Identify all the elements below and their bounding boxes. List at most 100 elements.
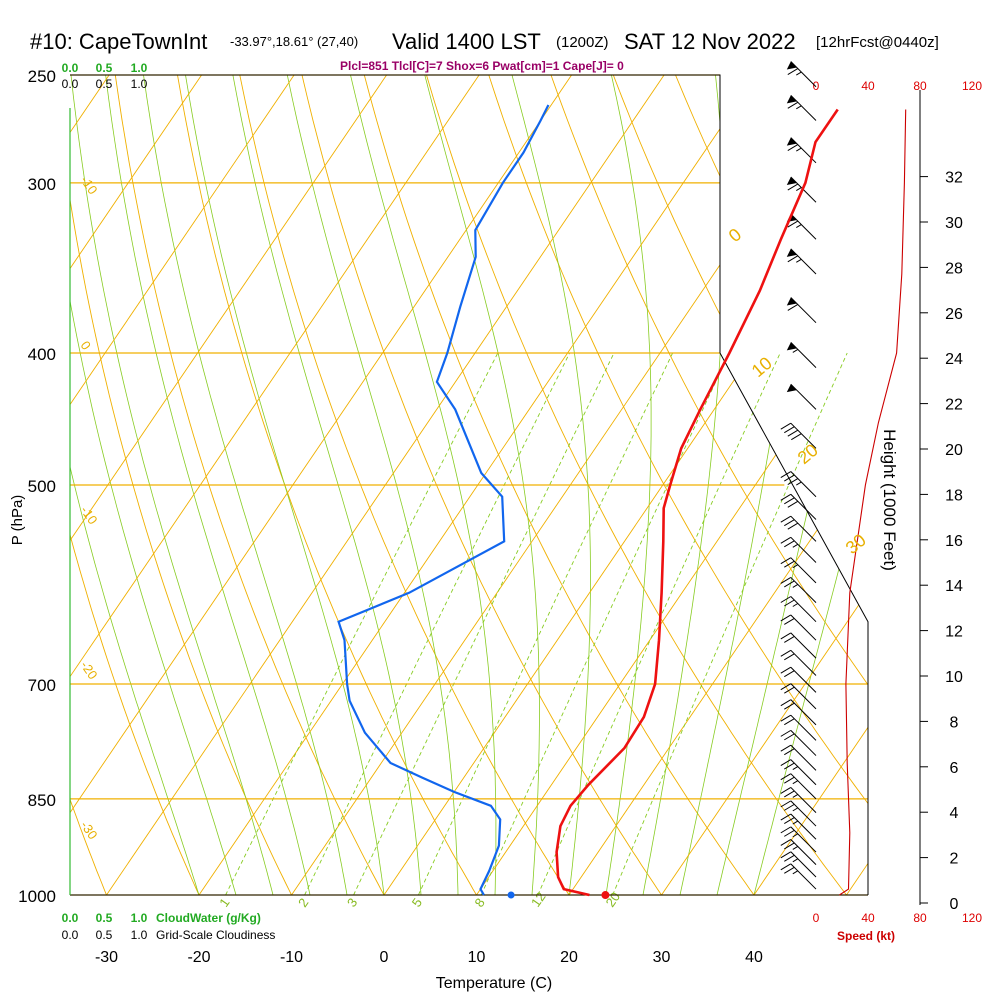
dry-adiabat-line — [296, 75, 662, 895]
wind-barb-feather — [780, 729, 792, 737]
wind-barb-feather — [784, 803, 795, 811]
speed-tick-top: 0 — [813, 79, 820, 93]
wind-barb-feather — [780, 493, 792, 501]
pressure-axis: 250 300 400 500 700 850 1000 — [18, 67, 56, 906]
cloudiness-tick-top: 1.0 — [131, 77, 148, 91]
wind-barb-staff — [790, 248, 817, 275]
dry-adiabat-line — [542, 75, 868, 895]
wind-barb-staff — [790, 493, 817, 520]
valid-time: Valid 1400 LST — [392, 29, 541, 54]
wind-barb-staff — [790, 649, 817, 676]
cloudiness-tick-top: 0.0 — [62, 77, 79, 91]
temperature-axis: -30 -20 -10 0 10 20 30 40 — [95, 949, 763, 966]
wind-barb — [780, 839, 817, 866]
dry-adiabat-line — [480, 75, 868, 895]
wind-barb-feather — [780, 557, 792, 565]
pressure-tick-label: 400 — [28, 345, 56, 364]
wind-barb — [780, 699, 817, 726]
wind-barb-staff — [790, 471, 817, 498]
speed-tick-bottom: 120 — [962, 911, 982, 925]
wind-barb-staff — [790, 557, 817, 584]
wind-barb-feather — [780, 471, 792, 478]
wind-barb — [786, 297, 817, 324]
wind-barb-feather — [787, 478, 799, 485]
wind-barb — [780, 714, 817, 741]
wind-barb — [780, 632, 817, 659]
wind-barb-half-feather — [792, 564, 799, 569]
plot-frame — [70, 74, 869, 896]
wind-barb-feather — [784, 776, 795, 784]
height-tick-label: 4 — [950, 805, 959, 822]
cloudwater-label: CloudWater (g/Kg) — [156, 911, 261, 925]
cloudiness-tick-top: 0.5 — [96, 77, 113, 91]
wind-barbs — [780, 61, 817, 890]
moist-adiabat-line — [102, 75, 311, 895]
wind-barb-feather — [784, 560, 795, 568]
wind-barb-feather — [787, 255, 799, 263]
profiles — [337, 104, 839, 900]
speed-tick-bottom: 0 — [813, 911, 820, 925]
wind-barb-pennant — [786, 177, 797, 186]
cloudwater-tick-bottom: 1.0 — [131, 911, 148, 925]
wind-barb-feather — [784, 842, 795, 850]
wind-barb-half-feather — [792, 820, 799, 825]
wind-barb — [780, 813, 817, 840]
moist-adiabat-line — [505, 75, 591, 895]
speed-tick-top: 80 — [913, 79, 927, 93]
wind-barb-staff — [790, 863, 817, 890]
height-tick-label: 32 — [945, 170, 963, 187]
wind-barb — [786, 61, 817, 88]
height-tick-label: 20 — [945, 442, 963, 459]
wind-barb-pennant — [786, 248, 797, 257]
wind-barb-feather — [780, 813, 792, 821]
wind-barb-feather — [787, 220, 799, 228]
wind-barb — [780, 786, 817, 813]
isotherm-line — [661, 75, 868, 895]
wind-barb-feather — [787, 522, 799, 530]
moist-adiabat-line — [753, 75, 868, 895]
wind-barb-staff — [790, 826, 817, 853]
wind-barb-half-feather — [792, 793, 799, 798]
wind-barb-feather — [780, 666, 792, 674]
height-tick-label: 14 — [945, 578, 963, 595]
wind-barb-feather — [787, 500, 799, 508]
wind-barb-pennant — [786, 95, 797, 104]
wind-barb-feather — [784, 426, 795, 434]
wind-barb-staff — [790, 94, 817, 121]
cloudwater-tick-top: 1.0 — [131, 61, 148, 75]
surface-dewpoint-marker — [507, 891, 515, 899]
wind-barb-staff — [790, 759, 817, 786]
valid-date: SAT 12 Nov 2022 — [624, 29, 796, 54]
wind-barb-feather — [780, 596, 792, 603]
temperature-tick-label: 20 — [560, 949, 578, 966]
height-tick-label: 30 — [945, 215, 963, 232]
wind-barb-half-feather — [792, 833, 799, 838]
moist-adiabat-line — [418, 75, 540, 895]
height-tick-label: 6 — [950, 760, 959, 777]
station-title: #10: CapeTownInt — [30, 29, 207, 54]
wind-barb-feather — [780, 683, 792, 691]
wind-barb-half-feather — [792, 348, 799, 353]
wind-barb-feather — [784, 519, 795, 527]
wind-barb — [780, 863, 817, 890]
wind-barb — [780, 515, 817, 542]
wind-barb-feather — [784, 748, 795, 756]
wind-barb — [780, 471, 817, 498]
wind-barb-staff — [790, 683, 817, 710]
wind-barb-feather — [784, 790, 795, 798]
dry-adiabat-line — [234, 75, 570, 895]
wind-barb-half-feather — [796, 187, 802, 191]
speed-tick-top: 40 — [861, 79, 875, 93]
wind-barb — [786, 383, 817, 410]
wind-barb-feather — [784, 635, 795, 643]
moist-adiabat-line — [282, 75, 459, 895]
pressure-tick-label: 250 — [28, 67, 56, 86]
wind-barb-staff — [790, 730, 817, 756]
wind-barb-feather — [784, 866, 795, 874]
wind-barb-pennant — [786, 384, 797, 393]
pressure-axis-label: P (hPa) — [9, 495, 26, 546]
wind-barb-feather — [784, 670, 795, 678]
dry-adiabat-line — [419, 75, 847, 895]
cloudiness-tick-bottom: 0.5 — [96, 928, 113, 942]
